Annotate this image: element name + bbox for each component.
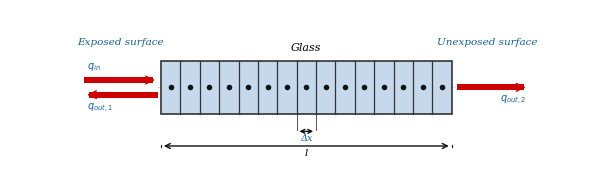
Bar: [89, 92, 158, 98]
Text: Exposed surface: Exposed surface: [77, 38, 164, 47]
Text: $q_{out,2}$: $q_{out,2}$: [500, 94, 526, 107]
Text: l: l: [305, 149, 308, 158]
Text: $q_{in}$: $q_{in}$: [86, 61, 101, 73]
Text: $q_{out,1}$: $q_{out,1}$: [86, 102, 113, 115]
Bar: [457, 84, 524, 90]
Bar: [161, 61, 452, 114]
Bar: [84, 77, 153, 83]
Text: Glass: Glass: [291, 43, 322, 53]
Text: Unexposed surface: Unexposed surface: [437, 38, 538, 47]
Text: Δx: Δx: [300, 134, 313, 143]
